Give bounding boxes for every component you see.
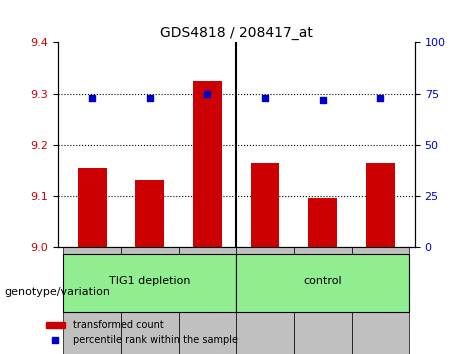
Point [204, 91, 211, 96]
FancyBboxPatch shape [64, 254, 236, 312]
Bar [78, 168, 106, 247]
Bar [294, 247, 351, 354]
Point [261, 95, 269, 101]
Bar [179, 247, 236, 354]
Bar [366, 162, 395, 247]
Bar [351, 247, 409, 354]
Point [146, 95, 154, 101]
Point [377, 95, 384, 101]
Bar [121, 247, 179, 354]
Bar [236, 247, 294, 354]
Legend: transformed count, percentile rank within the sample: transformed count, percentile rank withi… [42, 316, 242, 349]
Text: TIG1 depletion: TIG1 depletion [109, 276, 190, 286]
Text: genotype/variation: genotype/variation [5, 287, 111, 297]
Bar [64, 247, 121, 354]
Bar [136, 181, 164, 247]
Bar [308, 198, 337, 247]
Point [319, 97, 326, 103]
Title: GDS4818 / 208417_at: GDS4818 / 208417_at [160, 26, 313, 40]
Bar [251, 162, 279, 247]
Bar [193, 81, 222, 247]
Text: control: control [303, 276, 342, 286]
FancyBboxPatch shape [236, 254, 409, 312]
Point [89, 95, 96, 101]
